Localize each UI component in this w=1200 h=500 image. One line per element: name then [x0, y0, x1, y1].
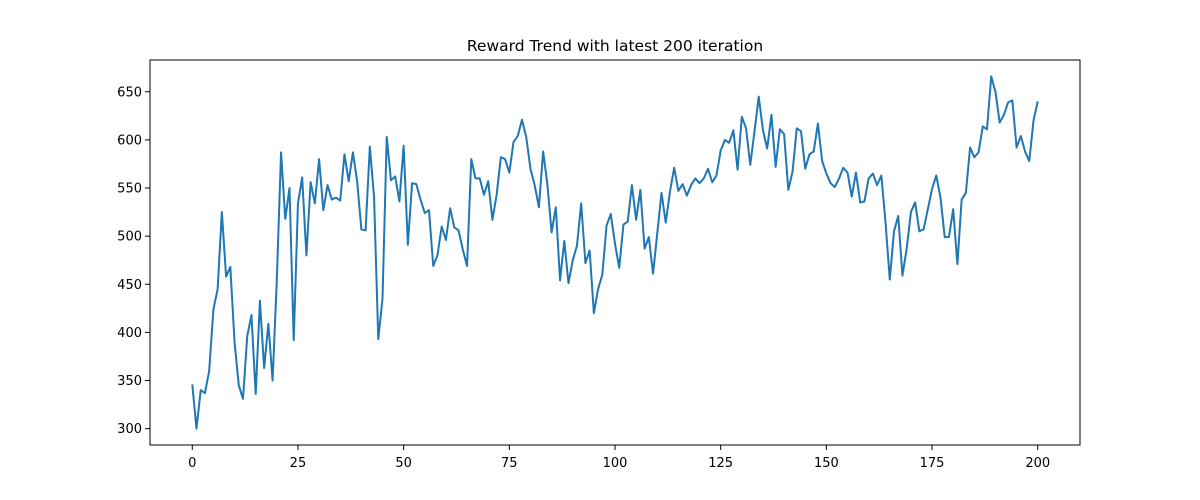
- x-tick-label: 125: [708, 456, 733, 471]
- y-tick-label: 650: [117, 85, 142, 100]
- y-tick-label: 300: [117, 422, 142, 437]
- y-tick-label: 400: [117, 326, 142, 341]
- x-tick-label: 75: [501, 456, 518, 471]
- y-tick-label: 500: [117, 230, 142, 245]
- x-tick-label: 100: [603, 456, 628, 471]
- x-tick-label: 0: [188, 456, 196, 471]
- series-line-0: [191, 75, 1039, 430]
- x-tick-label: 200: [1025, 456, 1050, 471]
- y-axis: 300 350 400 450 500 550 600 650: [117, 85, 150, 437]
- y-tick-label: 450: [117, 278, 142, 293]
- chart-title: Reward Trend with latest 200 iteration: [467, 37, 763, 55]
- y-tick-label: 550: [117, 182, 142, 197]
- x-tick-label: 150: [814, 456, 839, 471]
- x-tick-label: 25: [290, 456, 307, 471]
- x-tick-label: 175: [920, 456, 945, 471]
- series-layer: [191, 75, 1039, 430]
- y-tick-label: 350: [117, 374, 142, 389]
- x-tick-label: 50: [395, 456, 412, 471]
- y-tick-label: 600: [117, 133, 142, 148]
- x-axis: 0 25 50 75 100 125 150 175 200: [188, 445, 1050, 471]
